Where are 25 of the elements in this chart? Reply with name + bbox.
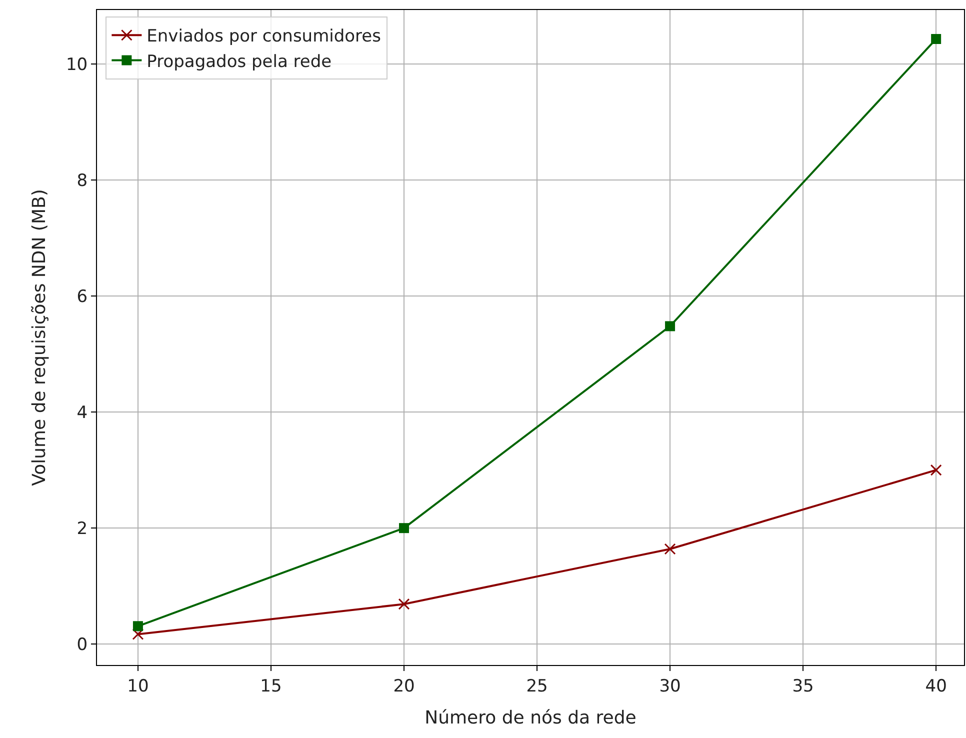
- point: [930, 464, 942, 476]
- point: [665, 321, 676, 332]
- x-tick-label: 35: [792, 676, 814, 696]
- y-tick-label: 6: [76, 286, 88, 307]
- x-axis-title: Número de nós da rede: [424, 708, 636, 728]
- legend-label: Propagados pela rede: [146, 52, 332, 72]
- point: [931, 34, 942, 44]
- point: [399, 523, 409, 534]
- x-tick-label: 25: [526, 676, 548, 696]
- y-tick-label: 0: [76, 635, 88, 656]
- x-tick-label: 40: [925, 676, 947, 696]
- y-tick-label: 4: [76, 403, 88, 423]
- y-tick-label: 10: [66, 54, 88, 75]
- point: [132, 621, 143, 632]
- point: [398, 598, 410, 610]
- legend-label: Enviados por consumidores: [146, 26, 382, 47]
- x-tick-label: 15: [260, 676, 282, 696]
- y-tick-label: 2: [76, 519, 88, 540]
- x-tick-label: 20: [393, 676, 415, 696]
- y-axis-title: Volume de requisições NDN (MB): [29, 189, 50, 486]
- point: [664, 543, 676, 555]
- y-tick-label: 8: [76, 170, 88, 191]
- point: [132, 628, 144, 640]
- x-tick-label: 30: [659, 676, 681, 696]
- x-tick-label: 10: [127, 676, 149, 696]
